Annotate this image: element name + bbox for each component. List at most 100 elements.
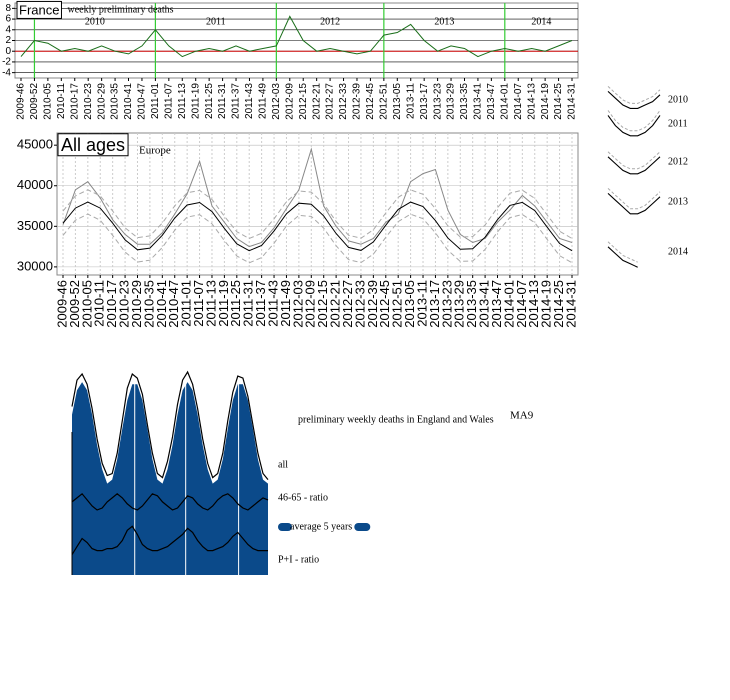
x-tick-label: 2012-27: [340, 280, 355, 328]
x-tick-label: 2013-05: [402, 280, 417, 328]
year-label: 2010: [85, 16, 105, 27]
x-tick-label: 2014-07: [514, 280, 529, 328]
x-tick-label: 2013-35: [459, 83, 470, 120]
y-tick-label: 6: [5, 14, 11, 25]
legend-swatch: [278, 523, 292, 531]
x-tick-label: 2010-29: [129, 280, 144, 328]
y-tick-label: 30000: [17, 258, 53, 273]
x-tick-label: 2009-52: [29, 83, 40, 120]
x-tick-label: 2009-46: [16, 83, 27, 120]
panel-line: [607, 192, 661, 215]
panel-label: 2011: [668, 118, 688, 129]
x-tick-label: 2012-21: [328, 280, 343, 328]
chart-title: France: [19, 2, 59, 17]
x-tick-label: 2010-17: [69, 83, 80, 120]
panel-label: 2012: [668, 156, 688, 167]
x-tick-label: 2012-33: [352, 280, 367, 328]
x-tick-label: 2011-43: [265, 280, 280, 327]
chart-subtitle: weekly preliminary deaths: [67, 4, 173, 15]
y-tick-label: 40000: [17, 177, 53, 192]
series-line: [71, 492, 269, 511]
x-tick-label: 2013-47: [486, 83, 497, 120]
x-tick-label: 2014-01: [499, 83, 510, 120]
x-tick-label: 2011-31: [241, 280, 256, 327]
panel-line: [607, 115, 661, 137]
panel-band: [607, 86, 661, 104]
x-tick-label: 2012-45: [377, 280, 392, 328]
x-tick-label: 2013-41: [477, 280, 492, 328]
x-tick-label: 2011-19: [216, 280, 231, 327]
x-tick-label: 2010-05: [79, 280, 94, 328]
x-tick-label: 2010-41: [154, 280, 169, 328]
x-tick-label: 2011-25: [204, 83, 215, 119]
x-tick-label: 2010-11: [92, 280, 107, 327]
x-tick-label: 2014-07: [513, 83, 524, 120]
x-tick-label: 2011-43: [244, 83, 255, 119]
x-tick-label: 2009-52: [67, 280, 82, 328]
year-label: 2012: [320, 16, 340, 27]
x-tick-label: 2010-29: [96, 83, 107, 120]
x-tick-label: 2013-35: [464, 280, 479, 328]
x-tick-label: 2010-47: [166, 280, 181, 328]
x-tick-label: 2012-51: [378, 83, 389, 120]
panel-line: [607, 156, 661, 175]
x-tick-label: 2010-47: [137, 83, 148, 120]
x-tick-label: 2013-23: [439, 280, 454, 328]
year-label: 2011: [206, 16, 226, 27]
year-label: 2014: [531, 16, 551, 27]
panel-band: [607, 241, 638, 263]
legend-label: P+I - ratio: [278, 554, 319, 565]
x-tick-label: 2012-21: [311, 83, 322, 120]
x-tick-label: 2014-13: [526, 83, 537, 120]
series-line: [71, 525, 268, 556]
y-tick-label: 35000: [17, 218, 53, 233]
x-tick-label: 2010-23: [117, 280, 132, 328]
panel-line: [607, 90, 661, 109]
x-tick-label: 2012-33: [338, 83, 349, 120]
x-tick-label: 2012-45: [365, 83, 376, 120]
x-tick-label: 2011-49: [258, 83, 269, 119]
y-tick-label: 8: [5, 3, 11, 14]
panel-label: 2014: [668, 246, 688, 257]
x-tick-label: 2012-27: [325, 83, 336, 120]
title-box: [57, 133, 129, 157]
x-tick-label: 2010-05: [43, 83, 54, 120]
x-tick-label: 2013-05: [392, 83, 403, 120]
x-tick-label: 2013-17: [427, 280, 442, 328]
chart-subtitle: Europe: [139, 145, 171, 157]
x-tick-label: 2011-13: [177, 83, 188, 119]
x-tick-label: 2012-39: [365, 280, 380, 328]
x-tick-label: 2011-07: [163, 83, 174, 119]
x-tick-label: 2010-35: [141, 280, 156, 328]
x-tick-label: 2013-11: [414, 280, 429, 327]
year-label: 2013: [434, 16, 454, 27]
series-line: [71, 370, 269, 480]
series-line: [62, 213, 573, 264]
plot-frame: [56, 132, 579, 276]
x-tick-label: 2013-29: [452, 280, 467, 328]
x-tick-label: 2012-39: [352, 83, 363, 120]
y-tick-label: 4: [5, 24, 11, 35]
y-tick-label: 0: [5, 46, 11, 57]
x-tick-label: 2013-41: [473, 83, 484, 120]
x-tick-label: 2012-09: [303, 280, 318, 328]
series-area: [72, 382, 268, 575]
legend-swatch: [354, 523, 371, 531]
x-tick-label: 2009-46: [54, 280, 69, 328]
panel-label: 2010: [668, 94, 688, 105]
x-tick-label: 2014-13: [526, 280, 541, 328]
panel-band: [607, 188, 661, 210]
y-tick-label: -4: [2, 67, 11, 78]
x-tick-label: 2012-03: [290, 280, 305, 328]
x-tick-label: 2010-23: [83, 83, 94, 120]
series-line: [62, 201, 573, 252]
x-tick-label: 2012-15: [298, 83, 309, 120]
x-tick-label: 2013-17: [419, 83, 430, 120]
legend-label: all: [278, 459, 288, 470]
x-tick-label: 2014-19: [540, 83, 551, 120]
y-tick-label: 45000: [17, 137, 53, 152]
x-tick-label: 2013-11: [405, 83, 416, 119]
x-tick-label: 2014-01: [501, 280, 516, 328]
legend-label: 46-65 - ratio: [278, 492, 328, 503]
